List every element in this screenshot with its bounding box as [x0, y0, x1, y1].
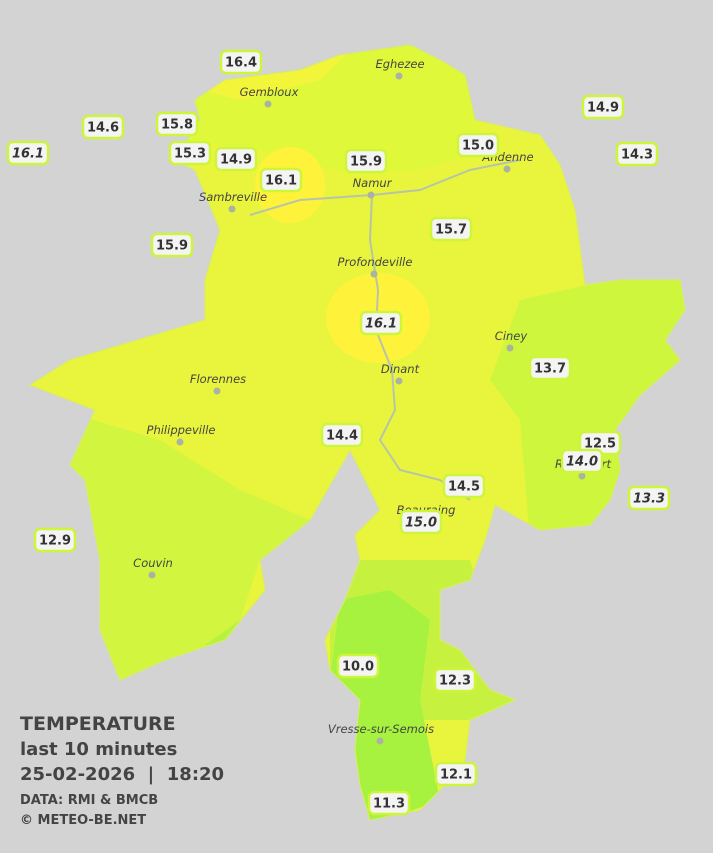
city-dot — [395, 72, 403, 80]
station-value: 16.1 — [365, 317, 397, 332]
station-box — [155, 111, 199, 137]
station-value: 14.3 — [621, 148, 653, 163]
river — [249, 159, 521, 501]
station-box — [259, 167, 303, 193]
station-box — [399, 509, 443, 535]
credit: DATA: RMI & BMCB — [20, 793, 158, 808]
station-box — [581, 94, 625, 120]
city-name: Vresse-sur-Semois — [328, 722, 434, 736]
station-value: 14.4 — [326, 429, 358, 444]
station-box — [456, 132, 500, 158]
station-value: 10.0 — [342, 660, 374, 675]
city-name: Couvin — [133, 556, 173, 570]
city-dot — [376, 737, 384, 745]
station-value: 15.9 — [350, 155, 382, 170]
city-name: Profondeville — [338, 255, 413, 269]
city-name: Philippeville — [147, 423, 216, 437]
station-value: 16.4 — [225, 56, 257, 71]
station-box — [434, 761, 478, 787]
stations: 16.4 14.6 16.1 15.8 15.3 14.9 16.1 15.9 15.0 14.9… — [6, 49, 671, 816]
station-value: 16.1 — [12, 147, 44, 162]
zone — [60, 410, 310, 700]
station-box — [433, 667, 477, 693]
city-name: Dinant — [381, 362, 420, 376]
city-dot — [395, 377, 403, 385]
station-value: 11.3 — [373, 797, 405, 812]
city-dot — [148, 571, 156, 579]
station-value: 15.9 — [156, 239, 188, 254]
city-name: Gembloux — [240, 85, 299, 99]
station-box — [627, 485, 671, 511]
station-value: 14.6 — [87, 121, 119, 136]
station-value: 13.3 — [633, 492, 665, 507]
station-value: 15.7 — [435, 223, 467, 238]
city-name: Sambreville — [199, 190, 267, 204]
city-dot — [213, 387, 221, 395]
city-dot — [503, 165, 511, 173]
city-name: Ciney — [495, 329, 528, 343]
station-value: 14.5 — [448, 480, 480, 495]
city-dot — [506, 344, 514, 352]
station-value: 15.0 — [405, 516, 437, 531]
station-box — [429, 216, 473, 242]
city-name: Eghezee — [375, 57, 424, 71]
station-box — [219, 49, 263, 75]
title: TEMPERATURE — [20, 713, 176, 735]
station-value: 12.3 — [439, 674, 471, 689]
city-dot — [367, 191, 375, 199]
city-dot — [370, 270, 378, 278]
station-value: 14.0 — [566, 455, 598, 470]
station-value: 14.9 — [587, 101, 619, 116]
station-value: 15.0 — [462, 139, 494, 154]
station-box — [336, 653, 380, 679]
station-box — [33, 527, 77, 553]
station-box — [6, 140, 50, 166]
station-box — [528, 355, 572, 381]
station-value: 13.7 — [534, 362, 566, 377]
city-name: Florennes — [190, 372, 246, 386]
station-value: 14.9 — [220, 153, 252, 168]
station-value: 15.8 — [161, 118, 193, 133]
station-box — [367, 790, 411, 816]
station-value: 15.3 — [174, 147, 206, 162]
station-box — [320, 422, 364, 448]
station-box — [214, 146, 258, 172]
city-dot — [176, 438, 184, 446]
timestamp: 25-02-2026 | 18:20 — [20, 764, 224, 785]
station-box — [560, 448, 604, 474]
station-box — [359, 310, 403, 336]
city-dot — [264, 100, 272, 108]
station-value: 12.1 — [440, 768, 472, 783]
city-dot — [228, 205, 236, 213]
subtitle: last 10 minutes — [20, 739, 177, 760]
station-box — [81, 114, 125, 140]
station-value: 12.5 — [584, 437, 616, 452]
station-box — [442, 473, 486, 499]
station-box — [615, 141, 659, 167]
station-box — [344, 148, 388, 174]
city-dot — [578, 472, 586, 480]
credit: © METEO-BE.NET — [20, 813, 146, 828]
station-box — [168, 140, 212, 166]
city-name: Namur — [353, 176, 393, 190]
station-value: 12.9 — [39, 534, 71, 549]
station-value: 16.1 — [265, 174, 297, 189]
station-box — [150, 232, 194, 258]
